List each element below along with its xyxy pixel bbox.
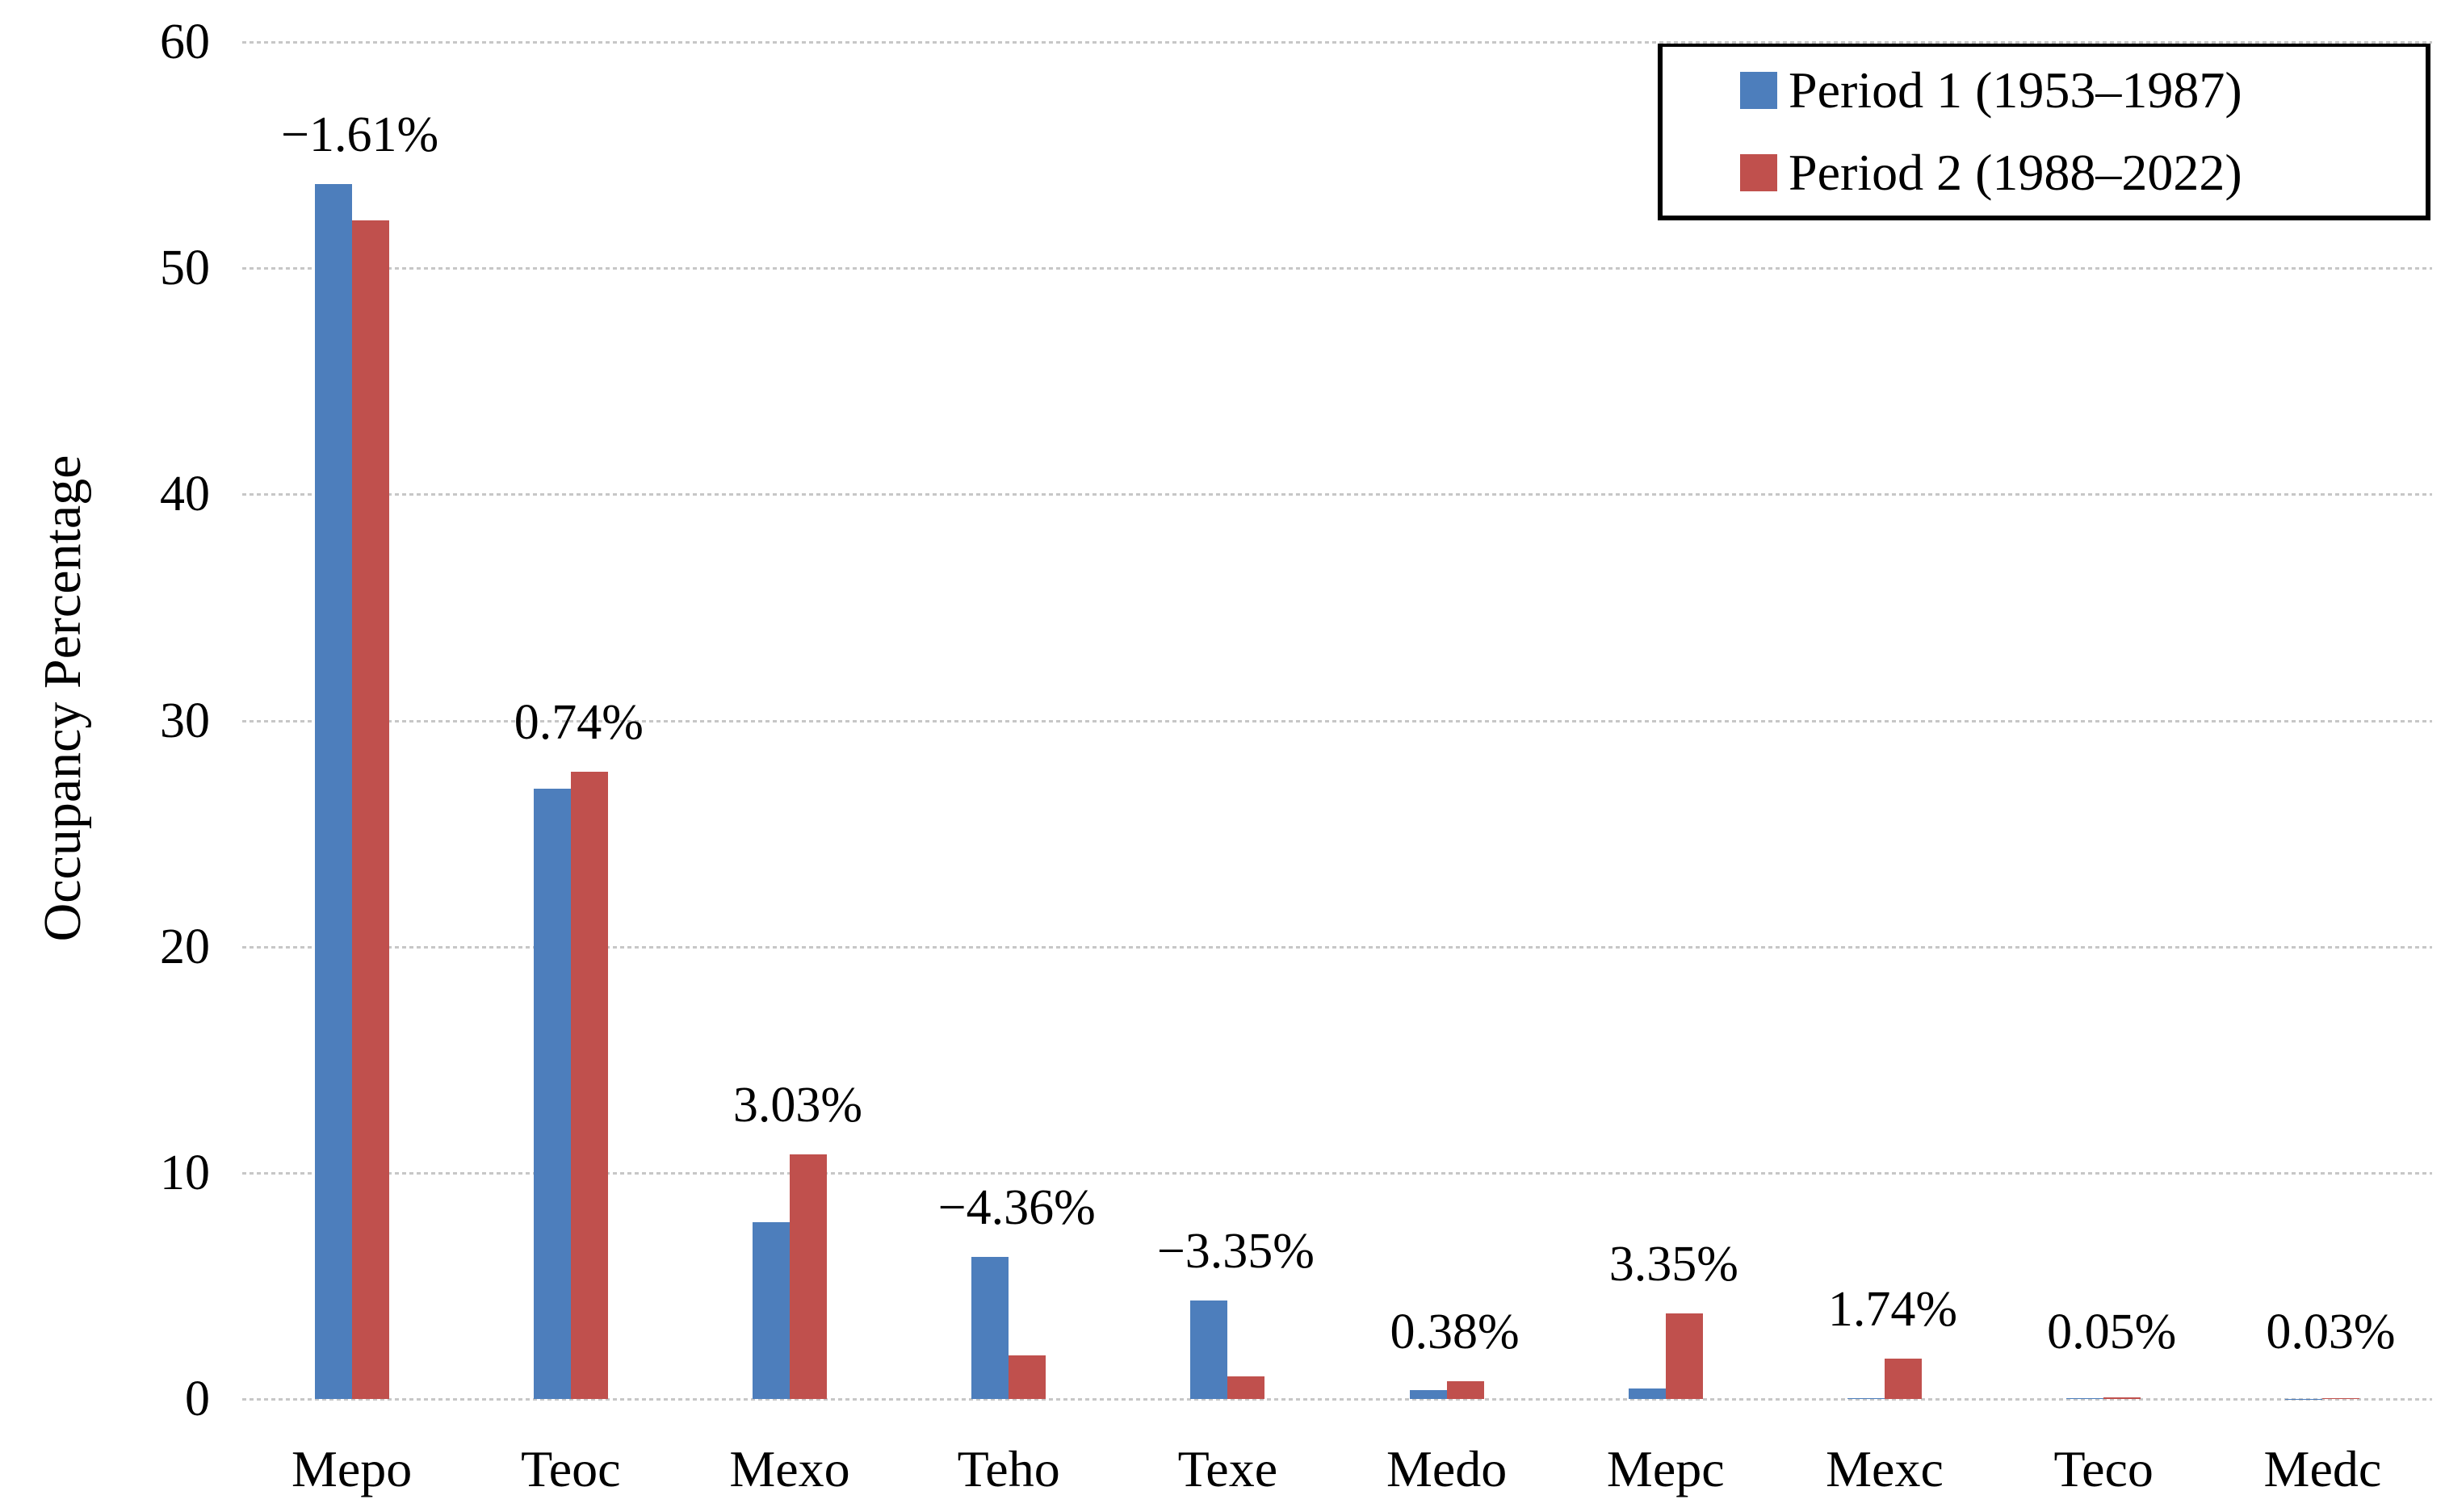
bar-group-label-teoc: 0.74% [514, 694, 644, 750]
legend-item-period2: Period 2 (1988–2022) [1740, 135, 2426, 211]
x-category-label-mepo: Mepo [291, 1440, 413, 1497]
bar-group-label-teco: 0.05% [2047, 1305, 2177, 1359]
x-category-label-teco: Teco [2053, 1440, 2154, 1497]
bar-period1-mexo [753, 1222, 790, 1399]
bar-period2-medc [2322, 1397, 2360, 1399]
bar-period2-mexo [790, 1154, 827, 1399]
bar-period2-teho [1009, 1355, 1046, 1399]
x-category-label-medc: Medc [2263, 1440, 2382, 1497]
bar-period2-medo [1446, 1381, 1484, 1399]
legend-label-period1: Period 1 (1953–1987) [1789, 61, 2242, 119]
gridline-y20 [242, 945, 2432, 949]
gridline-y40 [242, 493, 2432, 496]
bar-period1-teoc [533, 788, 571, 1399]
bar-period2-mexc [1885, 1358, 1922, 1399]
x-category-label-medo: Medo [1386, 1440, 1508, 1497]
bar-group-label-medc: 0.03% [2266, 1305, 2396, 1359]
bar-period1-teho [971, 1256, 1009, 1399]
gridline-y10 [242, 1171, 2432, 1175]
bar-period1-teco [2066, 1398, 2104, 1399]
bar-period1-mepc [1628, 1388, 1666, 1399]
y-tick-label: 60 [160, 15, 210, 69]
legend-label-period2: Period 2 (1988–2022) [1789, 143, 2242, 201]
gridline-y30 [242, 719, 2432, 722]
bar-period2-teco [2103, 1397, 2141, 1399]
bar-period2-mepc [1665, 1313, 1703, 1399]
y-tick-label: 20 [160, 919, 210, 974]
bar-period2-mepo [351, 220, 389, 1399]
gridline-y0 [242, 1398, 2432, 1401]
bar-group-label-mexo: 3.03% [732, 1077, 863, 1133]
bar-period1-mepo [314, 183, 352, 1399]
x-category-label-mexo: Mexo [729, 1440, 850, 1497]
bar-group-label-mepc: 3.35% [1608, 1236, 1738, 1292]
legend: Period 1 (1953–1987) Period 2 (1988–2022) [1658, 42, 2430, 220]
bar-group-label-texe: −3.35% [1156, 1224, 1315, 1280]
x-category-label-mexc: Mexc [1826, 1440, 1944, 1497]
x-category-label-teoc: Teoc [521, 1440, 621, 1497]
bar-group-label-mepo: −1.61% [281, 107, 439, 162]
y-tick-label: 40 [160, 467, 210, 522]
gridline-y60 [242, 41, 2432, 44]
gridline-y50 [242, 267, 2432, 270]
bar-period1-mexc [1847, 1397, 1885, 1399]
y-tick-label: 50 [160, 241, 210, 296]
bar-period2-teoc [570, 771, 608, 1399]
y-tick-label: 10 [160, 1145, 210, 1200]
bar-group-label-medo: 0.38% [1390, 1305, 1520, 1359]
bar-period1-texe [1190, 1300, 1228, 1399]
legend-item-period1: Period 1 (1953–1987) [1740, 52, 2426, 128]
bar-group-label-mexc: 1.74% [1827, 1281, 1958, 1337]
legend-swatch-period2 [1740, 153, 1777, 191]
legend-swatch-period1 [1740, 71, 1777, 109]
bar-period2-texe [1227, 1376, 1265, 1399]
y-tick-label: 30 [160, 693, 210, 748]
bar-group-label-teho: −4.36% [937, 1179, 1096, 1235]
y-tick-label: 0 [185, 1372, 210, 1426]
x-category-label-texe: Texe [1177, 1440, 1278, 1497]
x-category-label-mepc: Mepc [1606, 1440, 1725, 1497]
x-category-label-teho: Teho [957, 1440, 1060, 1497]
bar-period1-medo [1409, 1389, 1447, 1399]
